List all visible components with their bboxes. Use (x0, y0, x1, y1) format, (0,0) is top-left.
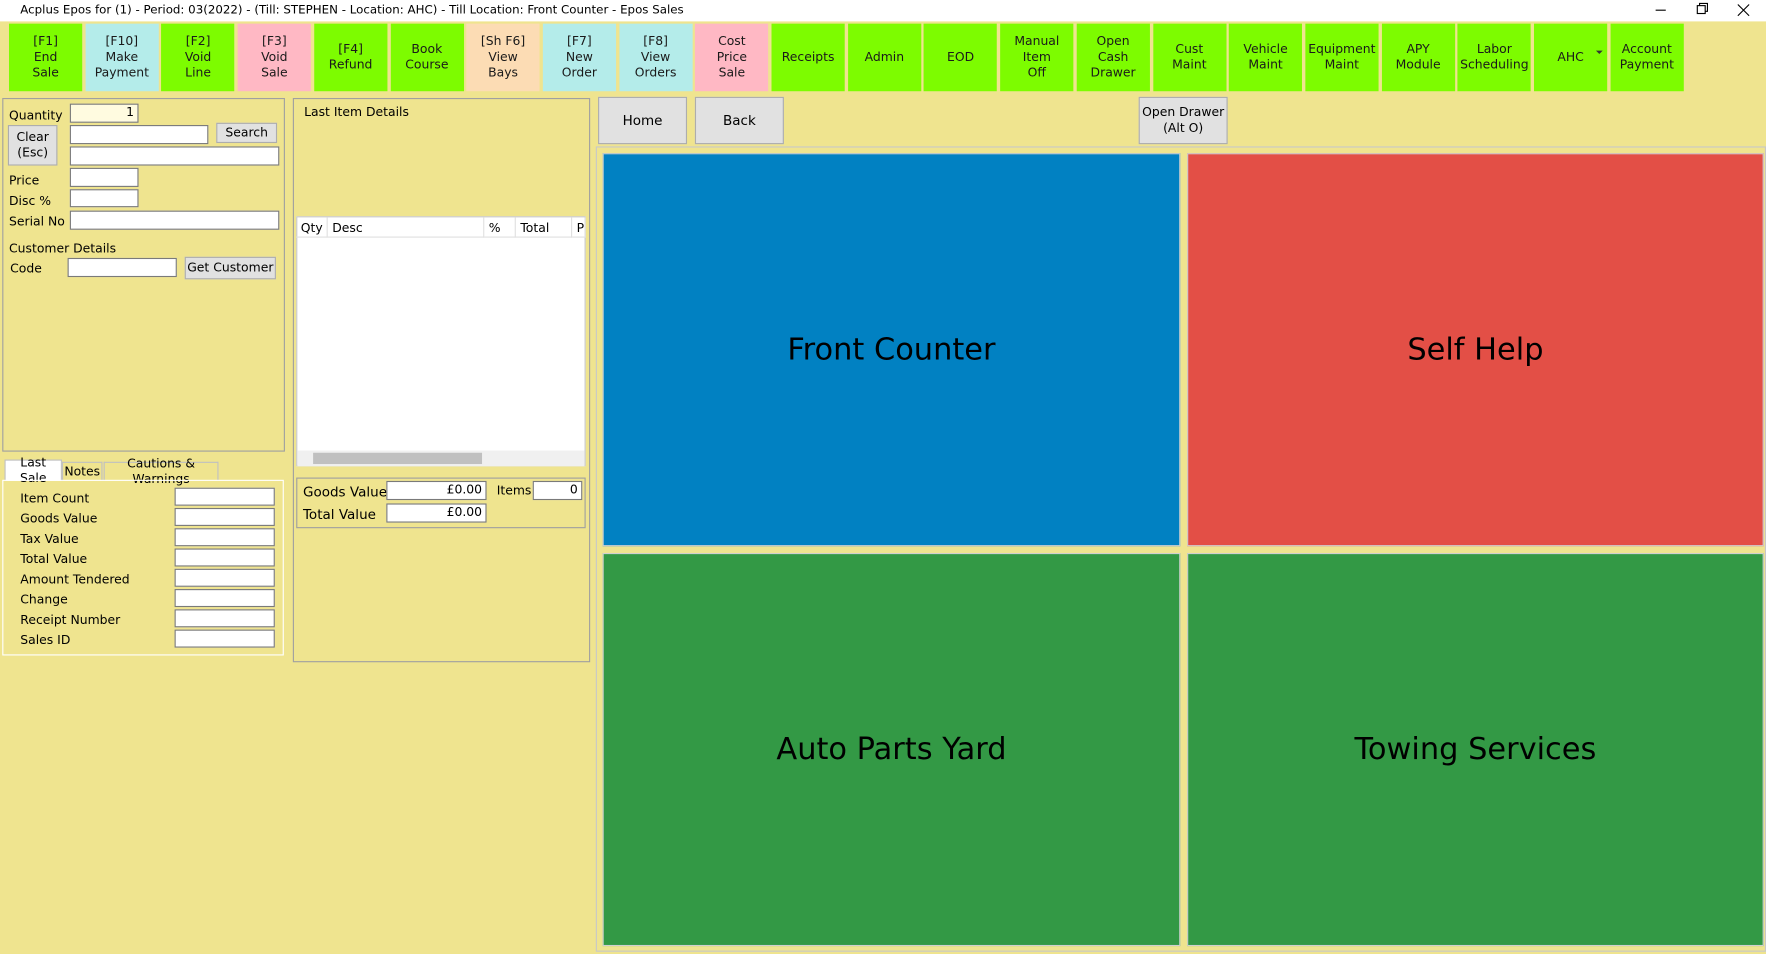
nav-button[interactable]: Home (598, 96, 688, 145)
toolbar-button[interactable]: Account Payment (1610, 23, 1684, 92)
window-title: Acplus Epos for (1) - Period: 03(2022) -… (20, 3, 684, 17)
label: Serial No (9, 213, 65, 229)
label: Price (9, 173, 40, 189)
tile-button[interactable]: Front Counter (602, 153, 1181, 547)
toolbar-button[interactable]: Admin (847, 23, 921, 92)
column-header: P (572, 217, 586, 238)
value-field: £0.00 (386, 503, 487, 523)
column-header: Total (515, 217, 573, 238)
tab[interactable]: Cautions & Warnings (103, 456, 219, 487)
text-input[interactable]: 1 (69, 103, 139, 123)
value-field: £0.00 (386, 480, 487, 501)
text-input[interactable] (69, 189, 139, 208)
button[interactable]: Clear (Esc) (7, 125, 58, 166)
text-input[interactable] (174, 609, 275, 628)
button[interactable]: Search (216, 122, 278, 144)
toolbar-button[interactable]: Receipts (771, 23, 845, 92)
tile-button[interactable]: Towing Services (1187, 553, 1764, 947)
field-label: Change (20, 592, 68, 608)
text-input[interactable] (69, 146, 280, 166)
tab-panel (2, 479, 284, 656)
scroll-thumb (313, 452, 483, 465)
label: Goods Value (302, 484, 388, 501)
value-field: 0 (532, 480, 583, 501)
text-input[interactable] (174, 507, 275, 526)
toolbar-button[interactable]: Cust Maint (1152, 23, 1226, 92)
toolbar-button[interactable]: Manual Item Off (1000, 23, 1074, 92)
toolbar-button[interactable]: AHC (1533, 23, 1608, 92)
tab[interactable]: Last Sale (4, 455, 62, 485)
text-input[interactable] (174, 568, 275, 587)
item-table (296, 216, 586, 467)
toolbar-button[interactable]: [F4] Refund (314, 23, 388, 92)
label: Total Value (302, 506, 376, 523)
text-input[interactable] (69, 167, 139, 187)
field-label: Amount Tendered (20, 572, 130, 587)
nav-button[interactable]: Open Drawer (Alt O) (1138, 96, 1228, 145)
toolbar-button[interactable]: [Sh F6] View Bays (466, 23, 540, 92)
label: Disc % (9, 193, 51, 209)
sale-panel (2, 97, 285, 452)
text-input[interactable] (174, 629, 275, 648)
window-controls[interactable] (1650, 2, 1763, 18)
field-label: Receipt Number (20, 612, 121, 628)
text-input[interactable] (174, 487, 275, 506)
item-panel (292, 97, 591, 663)
button[interactable]: Get Customer (184, 256, 276, 280)
tile-button[interactable]: Auto Parts Yard (602, 553, 1181, 947)
heading: Customer Details (9, 241, 117, 256)
column-header: Qty (296, 217, 328, 238)
label: Code (10, 261, 42, 276)
field-label: Goods Value (20, 511, 98, 526)
toolbar-button[interactable]: [F8] View Orders (618, 23, 693, 92)
heading: Last Item Details (304, 104, 409, 120)
toolbar-button[interactable]: Labor Scheduling (1457, 23, 1531, 92)
toolbar-button[interactable]: [F2] Void Line (161, 23, 235, 92)
toolbar-button[interactable]: Open Cash Drawer (1076, 23, 1150, 92)
field-label: Item Count (20, 491, 90, 506)
text-input[interactable] (174, 528, 275, 547)
text-input[interactable] (174, 589, 275, 608)
toolbar-button[interactable]: [F7] New Order (542, 23, 616, 92)
toolbar-button[interactable]: [F10] Make Payment (85, 23, 159, 92)
toolbar-button[interactable]: Book Course (390, 23, 464, 92)
tile-area (595, 146, 1766, 952)
tile-button[interactable]: Self Help (1187, 153, 1764, 547)
field-label: Tax Value (20, 531, 79, 547)
tab[interactable]: Notes (61, 461, 103, 481)
dropdown-arrow (1595, 50, 1603, 55)
text-input[interactable] (174, 548, 275, 567)
field-label: Sales ID (20, 632, 71, 648)
toolbar-button[interactable]: EOD (923, 23, 998, 92)
toolbar-button[interactable]: APY Module (1381, 23, 1455, 92)
text-input[interactable] (69, 125, 209, 145)
toolbar-button[interactable]: Equipment Maint (1305, 23, 1379, 92)
toolbar-button[interactable]: [F3] Void Sale (237, 23, 311, 92)
label: Items (496, 483, 532, 498)
toolbar-button[interactable]: [F1] End Sale (9, 23, 83, 92)
toolbar-button[interactable]: Cost Price Sale (695, 23, 769, 92)
text-input[interactable] (67, 257, 177, 278)
column-header: Desc (327, 217, 485, 238)
totals-box (296, 477, 586, 529)
title-bar: Acplus Epos for (1) - Period: 03(2022) -… (0, 0, 1766, 22)
column-header: % (484, 217, 516, 238)
text-input[interactable] (69, 210, 280, 230)
nav-button[interactable]: Back (694, 96, 784, 145)
field-label: Total Value (20, 551, 88, 567)
label: Quantity (9, 108, 63, 123)
toolbar-button[interactable]: Vehicle Maint (1228, 23, 1303, 92)
